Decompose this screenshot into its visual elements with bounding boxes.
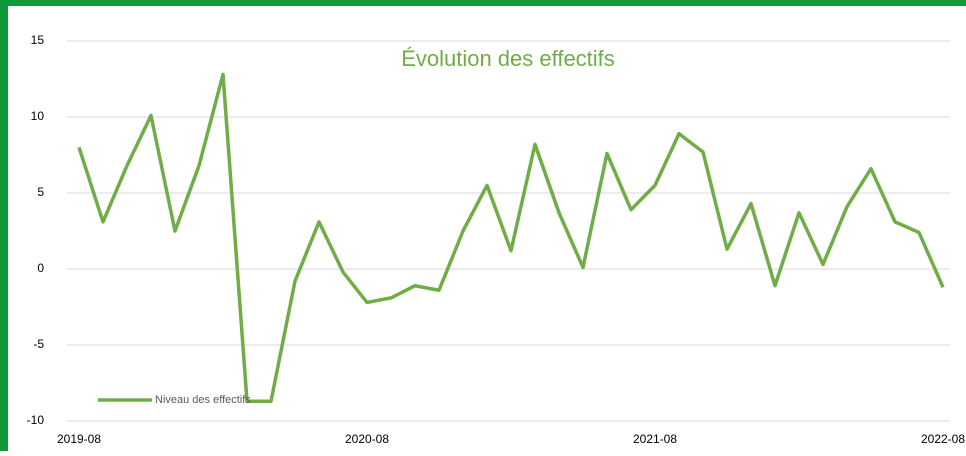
x-tick-label: 2022-08 [921,432,965,446]
legend-label: Niveau des effectifs [155,394,251,406]
y-tick-label: -10 [27,413,45,427]
y-tick-label: -5 [33,337,44,351]
data-line [77,72,945,403]
y-tick-label: 10 [31,109,45,123]
y-tick-label: 5 [37,185,44,199]
chart-area [8,6,966,451]
y-tick-label: 0 [37,261,44,275]
x-tick-label: 2019-08 [57,432,101,446]
x-tick-label: 2020-08 [345,432,389,446]
y-tick-label: 15 [31,33,45,47]
chart-title: Évolution des effectifs [401,46,615,71]
x-tick-label: 2021-08 [633,432,677,446]
